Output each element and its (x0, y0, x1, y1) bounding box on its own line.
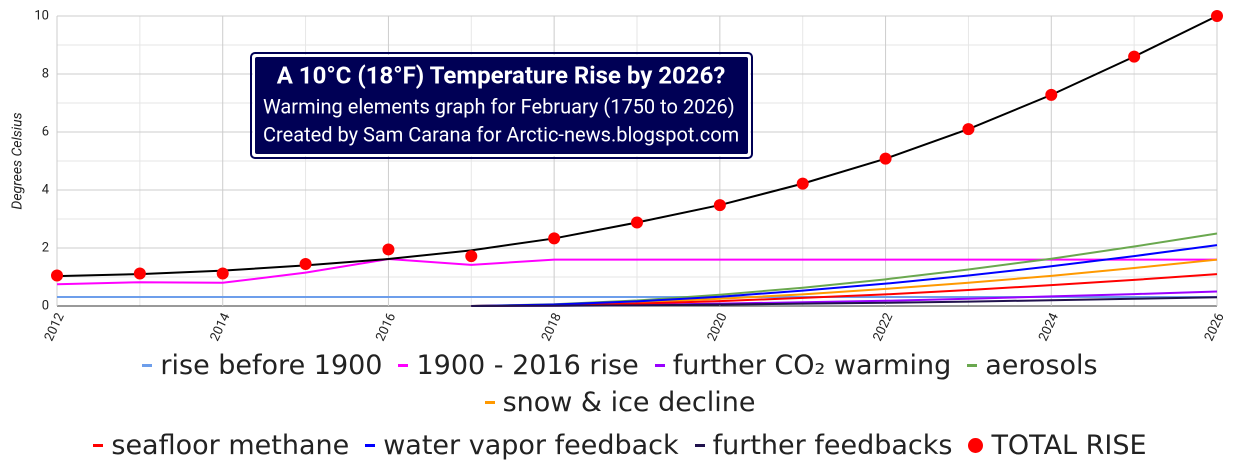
title-box: A 10°C (18°F) Temperature Rise by 2026? … (250, 52, 753, 159)
legend-swatch (484, 401, 495, 404)
x-tick-label: 2020 (705, 311, 731, 344)
data-point (879, 152, 892, 165)
data-point (51, 269, 63, 282)
legend-swatch (93, 444, 104, 447)
y-axis-label: Degrees Celsius (10, 112, 26, 209)
legend-item: aerosols (967, 350, 1098, 381)
x-tick-label: 2014 (208, 310, 234, 343)
legend-item: 1900 - 2016 rise (398, 350, 639, 381)
data-point (1045, 88, 1058, 101)
y-tick-label: 6 (42, 124, 49, 139)
chart-subtitle: Warming elements graph for February (175… (263, 94, 735, 118)
data-point (631, 216, 643, 229)
series-line (471, 273, 1218, 307)
legend-item: rise before 1900 (142, 350, 382, 381)
legend-label: aerosols (985, 350, 1098, 381)
legend-item: water vapor feedback (365, 430, 679, 461)
y-tick-label: 0 (42, 298, 49, 313)
legend-swatch (365, 444, 376, 447)
data-point (1211, 10, 1223, 22)
legend-label: seafloor methane (111, 430, 350, 461)
title-box-border (250, 52, 753, 159)
legend-swatch (142, 364, 153, 367)
x-tick-label: 2026 (1202, 311, 1228, 344)
series-line (471, 244, 1218, 307)
x-tick-label: 2024 (1036, 310, 1062, 343)
legend-item: further CO₂ warming (654, 350, 952, 381)
legend-item: snow & ice decline (484, 387, 756, 418)
legend-label: water vapor feedback (383, 430, 679, 461)
legend-swatch (654, 364, 665, 367)
data-point (548, 232, 561, 245)
data-point (713, 199, 726, 212)
legend-item: seafloor methane (93, 430, 349, 461)
data-point (465, 250, 478, 263)
y-tick-label: 2 (42, 240, 49, 255)
data-point (962, 123, 975, 136)
data-point (1128, 50, 1141, 63)
legend-label: further feedbacks (712, 430, 953, 461)
legend-label: further CO₂ warming (672, 350, 952, 381)
data-point (299, 257, 312, 270)
x-tick-label: 2022 (870, 311, 896, 344)
data-point (382, 243, 395, 256)
legend-swatch (967, 364, 978, 367)
chart-subtitle: Created by Sam Carana for Arctic-news.bl… (263, 122, 739, 146)
y-tick-label: 10 (34, 8, 49, 23)
legend-item: TOTAL RISE (968, 430, 1147, 461)
y-tick-label: 8 (42, 66, 49, 81)
chart-title: A 10°C (18°F) Temperature Rise by 2026? (277, 61, 726, 89)
legend-swatch (694, 444, 705, 447)
x-tick-label: 2012 (42, 311, 68, 344)
x-tick-label: 2018 (539, 311, 565, 344)
series-line (56, 258, 1217, 286)
data-point (796, 177, 809, 190)
x-tick-label: 2016 (373, 311, 399, 344)
legend-label: snow & ice decline (502, 387, 756, 418)
page: {"chart_data": {"type": "line", "title":… (9, 8, 1228, 461)
legend-swatch (968, 438, 984, 453)
y-tick-label: 4 (42, 182, 50, 197)
legend-swatch (398, 364, 409, 367)
legend: rise before 1900 1900 - 2016 rise further … (0, 350, 1240, 461)
legend-label: rise before 1900 (160, 350, 383, 381)
series-line (471, 296, 1218, 307)
legend-label: 1900 - 2016 rise (416, 350, 639, 381)
data-point (133, 267, 146, 280)
legend-item: further feedbacks (694, 430, 953, 461)
title-box-bg (253, 55, 750, 156)
legend-label: TOTAL RISE (991, 430, 1147, 461)
data-point (216, 267, 229, 280)
